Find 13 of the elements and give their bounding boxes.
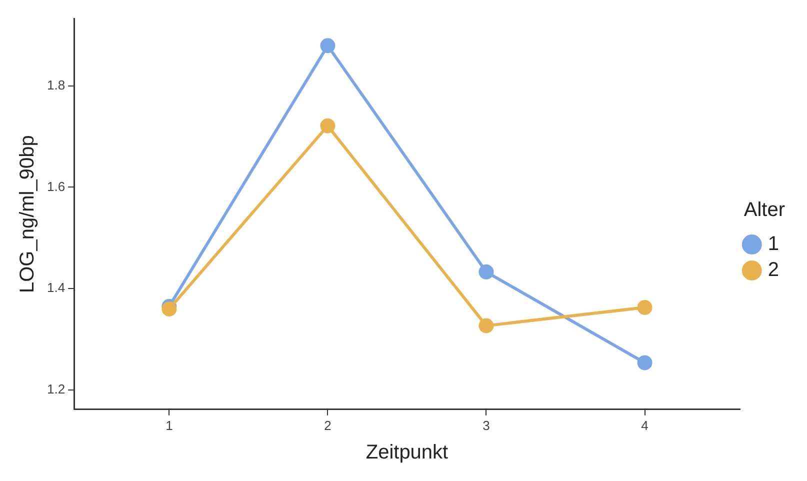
y-tick-label: 1.4 [46,280,66,296]
legend-title: Alter [744,199,786,222]
legend-label: 2 [768,259,779,282]
y-axis-title: LOG_ng/ml_90bp [16,135,39,294]
x-tick-label: 4 [641,418,648,433]
x-tick-label: 3 [482,418,490,433]
y-tick-label: 1.8 [46,77,66,92]
x-tick-label: 1 [166,418,173,433]
y-tick-label: 1.6 [46,178,66,194]
legend-label: 1 [768,233,779,256]
x-tick-label: 2 [324,418,332,433]
x-axis-title: Zeitpunkt [366,442,449,464]
y-tick-label: 1.2 [46,382,66,397]
